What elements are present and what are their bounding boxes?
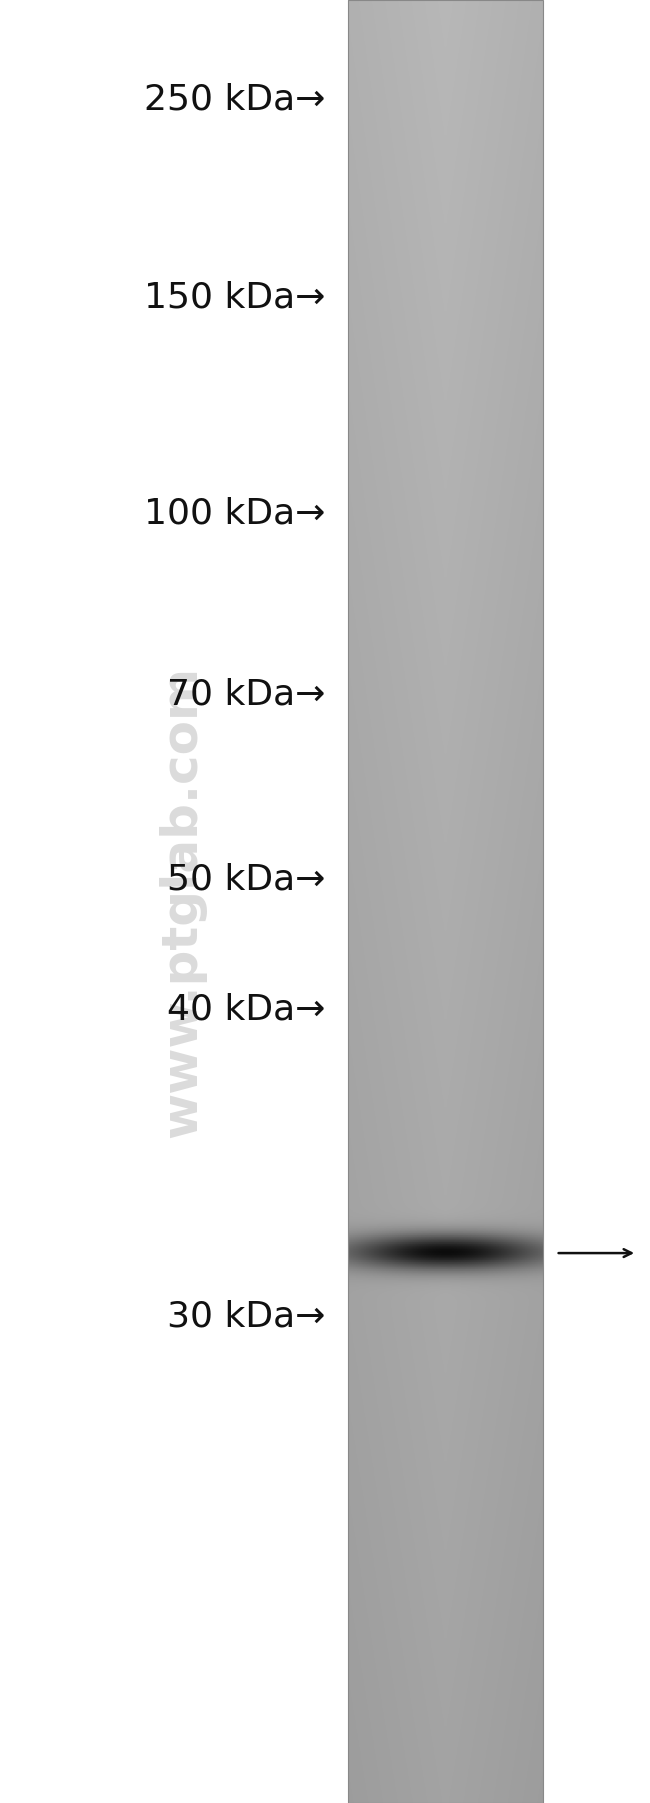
Text: 100 kDa→: 100 kDa→ (144, 498, 325, 530)
Text: 150 kDa→: 150 kDa→ (144, 281, 325, 314)
Text: 250 kDa→: 250 kDa→ (144, 83, 325, 115)
Text: www.ptglab.com: www.ptglab.com (158, 665, 206, 1138)
Text: 30 kDa→: 30 kDa→ (166, 1300, 325, 1332)
Text: 50 kDa→: 50 kDa→ (166, 864, 325, 896)
Bar (348, 0, 543, 1803)
Text: 70 kDa→: 70 kDa→ (166, 678, 325, 710)
Text: 40 kDa→: 40 kDa→ (166, 993, 325, 1026)
